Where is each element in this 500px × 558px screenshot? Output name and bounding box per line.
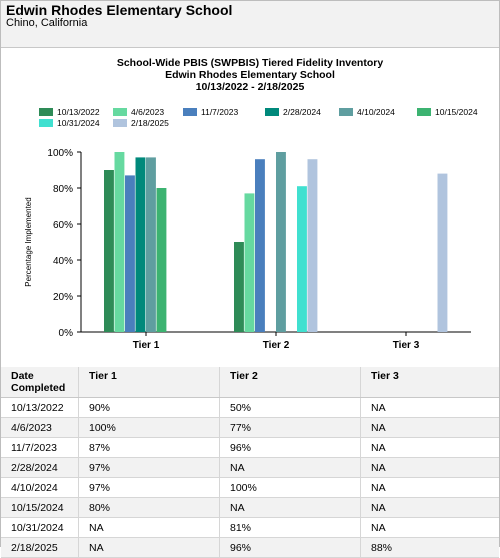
bar: [146, 157, 156, 332]
table-cell: NA: [78, 537, 220, 558]
table-cell: NA: [360, 417, 499, 438]
table-cell: NA: [360, 477, 499, 498]
chart-title-line: Edwin Rhodes Elementary School: [165, 69, 335, 81]
bar: [135, 157, 146, 332]
legend-label: 2/18/2025: [131, 118, 169, 128]
table-cell: NA: [360, 397, 499, 418]
legend-swatch: [417, 108, 431, 116]
bar: [104, 170, 114, 332]
table-row: 4/6/2023 100% 77% NA: [1, 417, 499, 438]
column-header: Tier 2: [219, 367, 361, 398]
bar: [307, 159, 318, 332]
table-cell: NA: [360, 517, 499, 538]
report-header: Edwin Rhodes Elementary School Chino, Ca…: [1, 1, 499, 48]
legend-swatch: [39, 108, 53, 116]
y-tick-label: 0%: [59, 328, 74, 339]
x-tick-label: Tier 2: [263, 340, 290, 351]
bar: [297, 186, 307, 332]
legend-swatch: [113, 119, 127, 127]
column-header: Tier 1: [78, 367, 220, 398]
table-cell: 88%: [360, 537, 499, 558]
bar: [255, 159, 265, 332]
chart-svg: 10/13/2022 4/6/2023 11/7/2023 2/28/2024 4/10…: [24, 107, 478, 351]
y-tick-label: 80%: [53, 184, 73, 195]
legend-label: 10/31/2024: [57, 118, 100, 128]
fidelity-chart: School-Wide PBIS (SWPBIS) Tiered Fidelit…: [1, 49, 499, 365]
table-cell: NA: [219, 497, 361, 518]
table-row: 2/28/2024 97% NA NA: [1, 457, 499, 478]
legend-swatch: [183, 108, 197, 116]
table-cell: NA: [219, 457, 361, 478]
table-cell: 90%: [78, 397, 220, 418]
table-cell: 80%: [78, 497, 220, 518]
bar: [276, 152, 286, 332]
legend-label: 10/15/2024: [435, 107, 478, 117]
table-cell: 2/28/2024: [1, 457, 79, 478]
legend-swatch: [39, 119, 53, 127]
table-cell: 81%: [219, 517, 361, 538]
x-tick-label: Tier 3: [393, 340, 420, 351]
column-header: Date Completed: [1, 367, 79, 398]
table-cell: NA: [78, 517, 220, 538]
chart-title: School-Wide PBIS (SWPBIS) Tiered Fidelit…: [1, 57, 499, 93]
table-cell: 11/7/2023: [1, 437, 79, 458]
y-tick-label: 40%: [53, 256, 73, 267]
table-cell: 97%: [78, 477, 220, 498]
legend-label: 4/6/2023: [131, 107, 164, 117]
y-tick-label: 100%: [47, 148, 73, 159]
bar: [125, 175, 135, 332]
table-cell: 10/13/2022: [1, 397, 79, 418]
table-row: 10/13/2022 90% 50% NA: [1, 397, 499, 418]
chart-title-line: 10/13/2022 - 2/18/2025: [195, 81, 305, 93]
table-cell: 87%: [78, 437, 220, 458]
legend-label: 2/28/2024: [283, 107, 321, 117]
legend-swatch: [113, 108, 127, 116]
fidelity-table: Date Completed Tier 1 Tier 2 Tier 3 10/1…: [1, 367, 499, 558]
table-row: 10/15/2024 80% NA NA: [1, 497, 499, 518]
table-cell: 96%: [219, 537, 361, 558]
table-body: 10/13/2022 90% 50% NA 4/6/2023 100% 77% NA 11/7/…: [1, 397, 499, 558]
table-row: 4/10/2024 97% 100% NA: [1, 477, 499, 498]
legend-label: 4/10/2024: [357, 107, 395, 117]
legend-label: 10/13/2022: [57, 107, 100, 117]
chart-title-line: School-Wide PBIS (SWPBIS) Tiered Fidelit…: [116, 57, 384, 69]
table-cell: 4/10/2024: [1, 477, 79, 498]
table-cell: 97%: [78, 457, 220, 478]
table-cell: 10/15/2024: [1, 497, 79, 518]
table-row: 2/18/2025 NA 96% 88%: [1, 537, 499, 558]
table-cell: 100%: [78, 417, 220, 438]
y-tick-label: 20%: [53, 292, 73, 303]
table-cell: NA: [360, 497, 499, 518]
table-row: 10/31/2024 NA 81% NA: [1, 517, 499, 538]
legend-swatch: [339, 108, 353, 116]
table-cell: NA: [360, 437, 499, 458]
table-cell: 100%: [219, 477, 361, 498]
bar: [234, 242, 244, 332]
school-location: Chino, California: [6, 17, 88, 29]
table-cell: 2/18/2025: [1, 537, 79, 558]
table-cell: 96%: [219, 437, 361, 458]
x-tick-label: Tier 1: [133, 340, 160, 351]
table-cell: 4/6/2023: [1, 417, 79, 438]
table-cell: 77%: [219, 417, 361, 438]
bar: [114, 152, 125, 332]
school-name: Edwin Rhodes Elementary School: [6, 2, 233, 18]
table-row: 11/7/2023 87% 96% NA: [1, 437, 499, 458]
bar: [437, 173, 448, 332]
y-tick-label: 60%: [53, 220, 73, 231]
table-header-row: Date Completed Tier 1 Tier 2 Tier 3: [1, 367, 499, 398]
legend-swatch: [265, 108, 279, 116]
table-cell: NA: [360, 457, 499, 478]
legend-label: 11/7/2023: [201, 107, 238, 117]
table-cell: 50%: [219, 397, 361, 418]
bar: [156, 188, 167, 332]
table-cell: 10/31/2024: [1, 517, 79, 538]
y-axis-label: Percentage Implemented: [24, 197, 33, 286]
bar: [244, 193, 255, 332]
column-header: Tier 3: [360, 367, 499, 398]
